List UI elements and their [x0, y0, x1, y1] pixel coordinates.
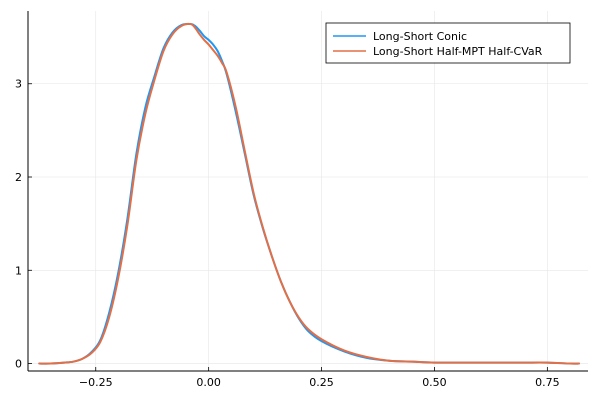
series-line-2 [38, 22, 580, 365]
x-tick-label: 0.00 [196, 376, 221, 389]
series-lines [38, 22, 580, 365]
y-tick-label: 3 [15, 78, 22, 91]
y-tick-label: 2 [15, 171, 22, 184]
legend: Long-Short Conic Long-Short Half-MPT Half… [325, 22, 571, 64]
series-line-1 [38, 22, 580, 365]
grid-lines [28, 11, 588, 371]
x-tick-label: −0.25 [79, 376, 113, 389]
tick-labels: −0.25 0.00 0.25 0.50 0.75 0 1 2 3 [15, 78, 560, 389]
y-tick-label: 0 [15, 358, 22, 371]
y-tick-label: 1 [15, 264, 22, 277]
axes [27, 11, 588, 372]
x-tick-label: 0.25 [309, 376, 334, 389]
legend-label: Long-Short Half-MPT Half-CVaR [373, 45, 543, 58]
x-tick-label: 0.75 [535, 376, 560, 389]
x-tick-label: 0.50 [422, 376, 447, 389]
legend-label: Long-Short Conic [373, 30, 467, 43]
legend-box [325, 22, 571, 64]
